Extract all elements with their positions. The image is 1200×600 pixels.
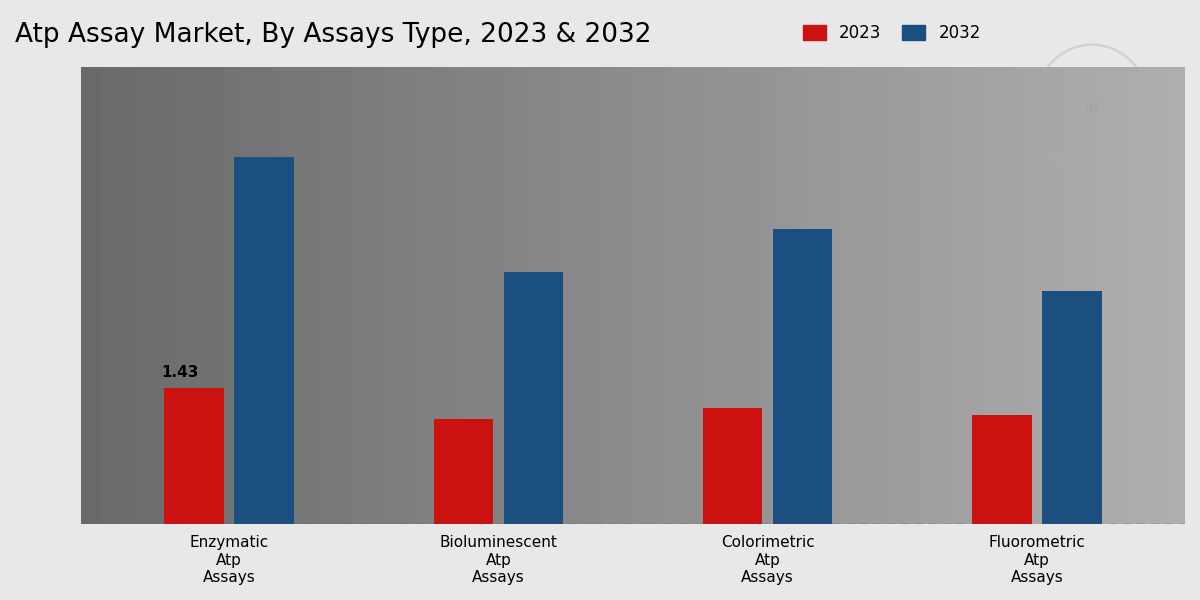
- Text: Atp Assay Market, By Assays Type, 2023 & 2032: Atp Assay Market, By Assays Type, 2023 &…: [14, 22, 652, 48]
- Bar: [234, 157, 294, 524]
- Bar: [703, 408, 762, 524]
- Text: itl: itl: [1085, 101, 1099, 115]
- Legend: 2023, 2032: 2023, 2032: [794, 16, 989, 50]
- Bar: [1043, 290, 1102, 524]
- Bar: [433, 419, 493, 524]
- Bar: [972, 415, 1032, 524]
- Text: 1.43: 1.43: [162, 365, 199, 380]
- Bar: [773, 229, 833, 524]
- Bar: [164, 388, 223, 524]
- Bar: [504, 272, 563, 524]
